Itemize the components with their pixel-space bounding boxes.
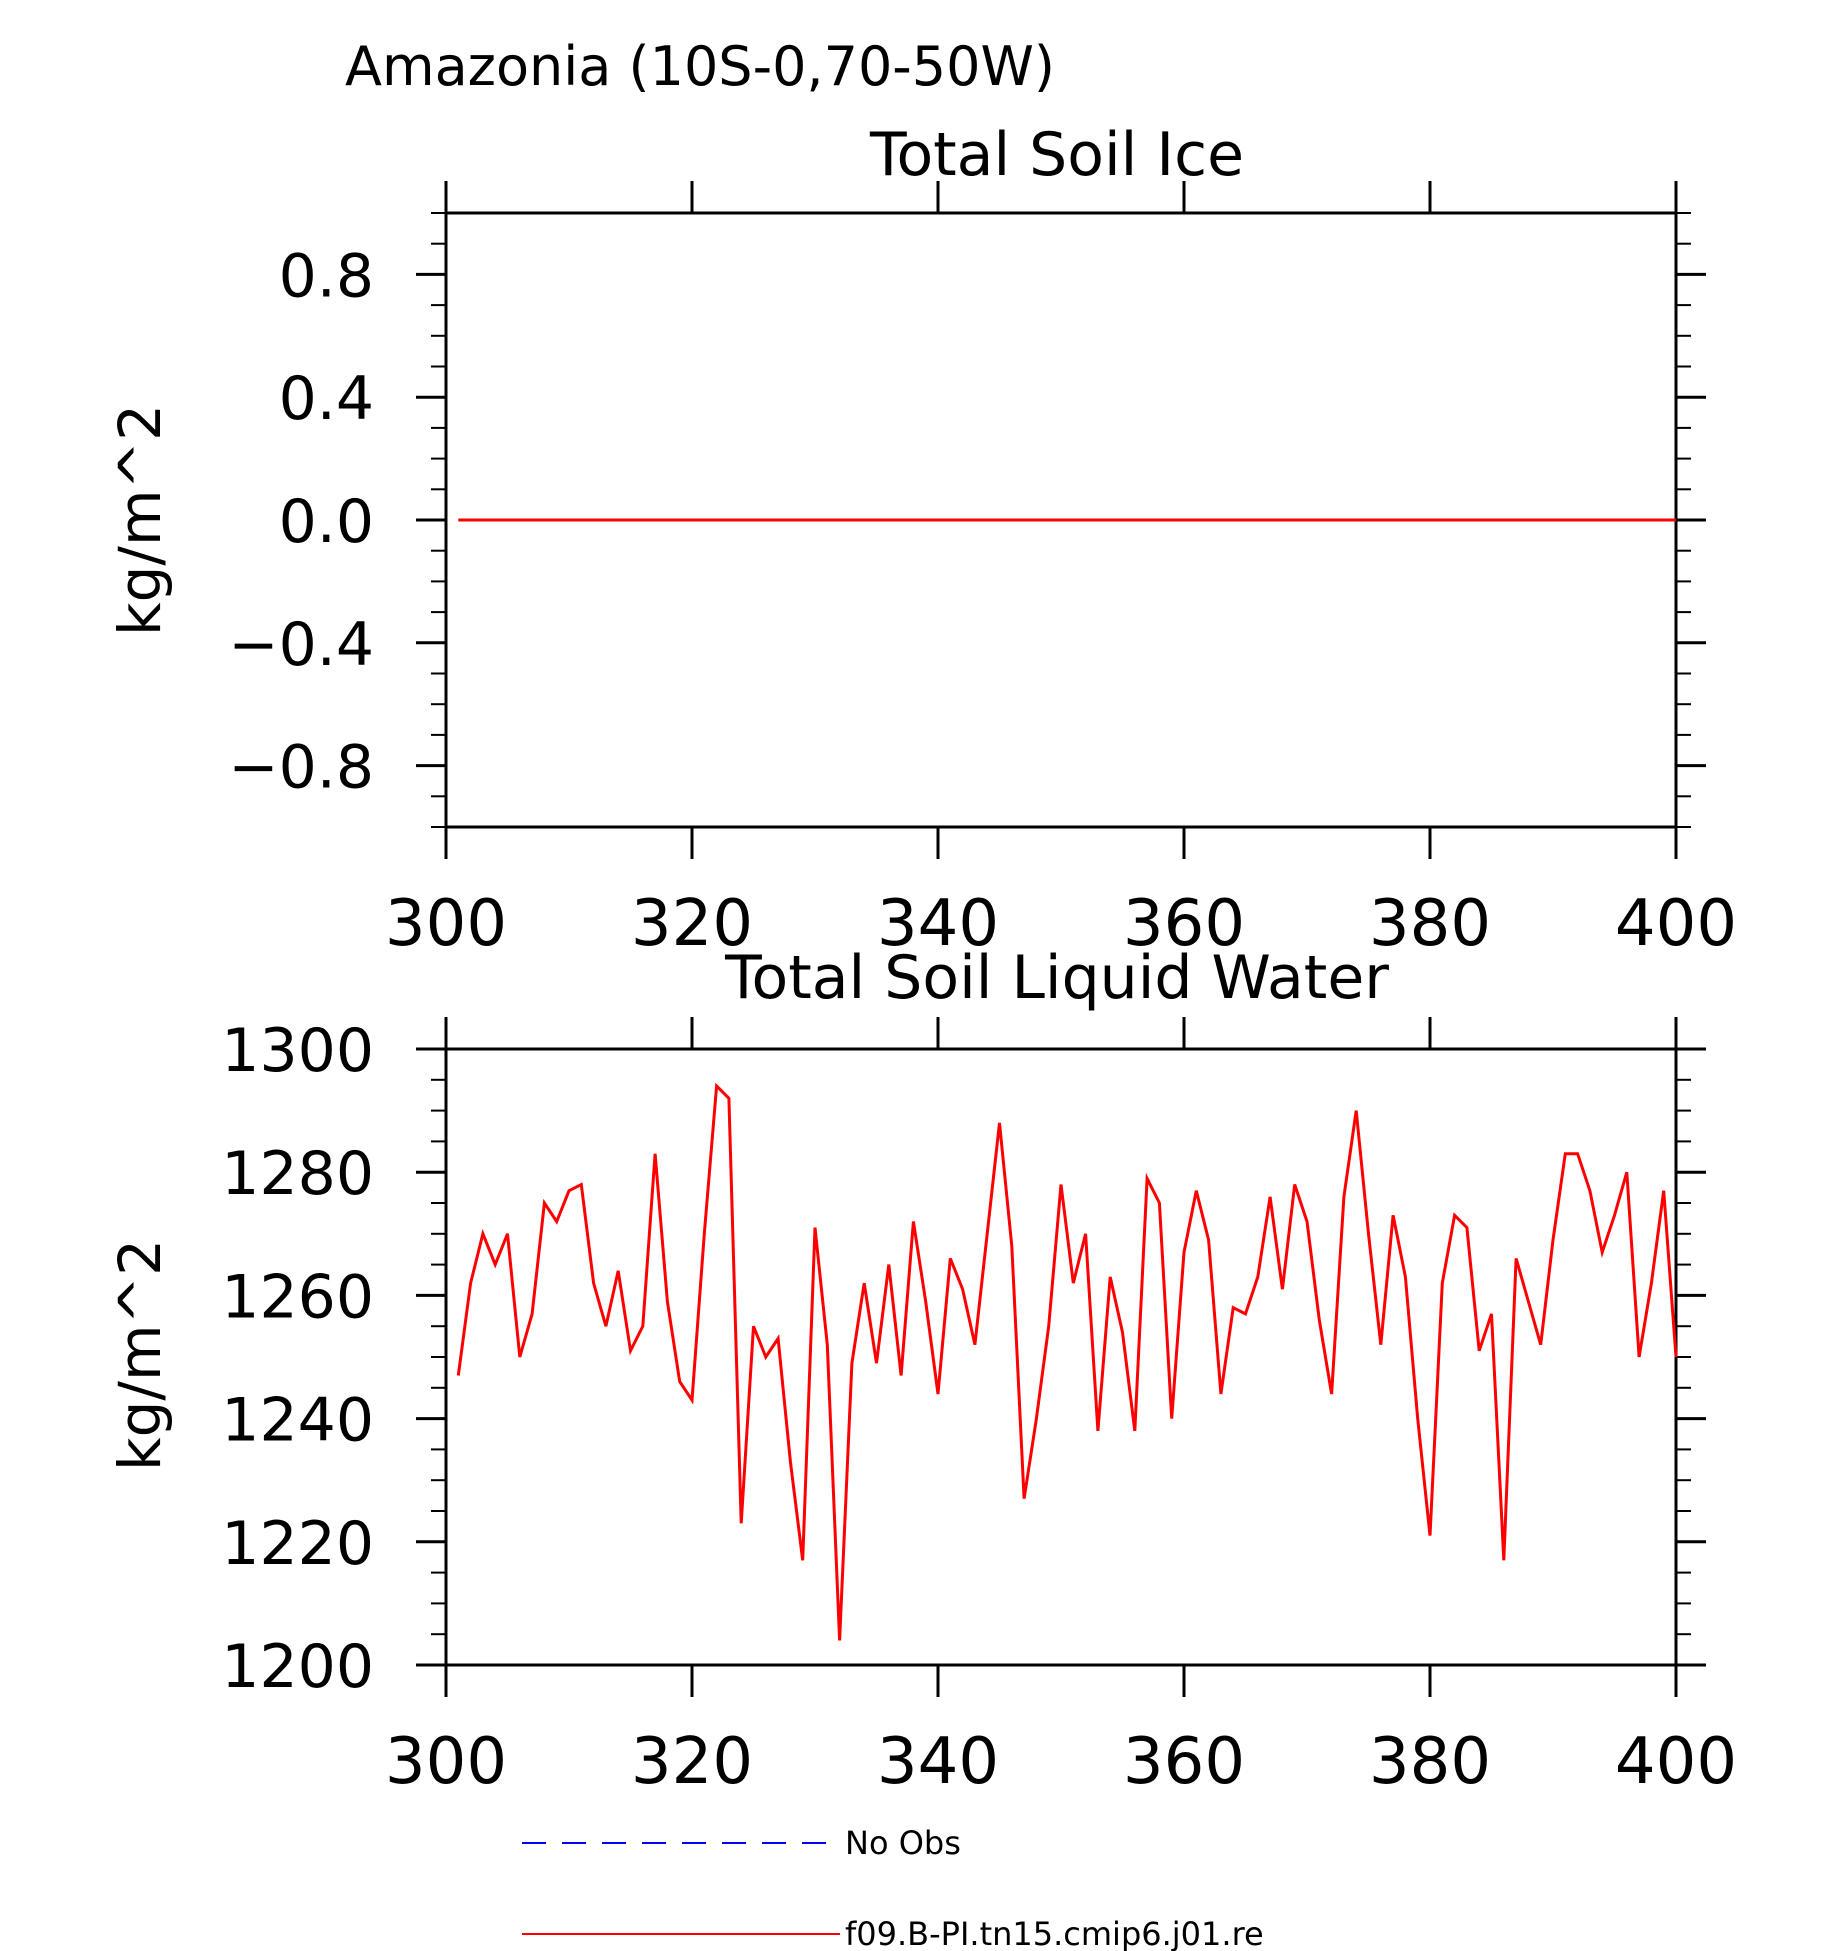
y-tick-label: −0.8 [228,733,374,803]
y-tick-label: 1300 [221,1016,374,1086]
x-tick-label: 340 [877,887,999,961]
x-tick-label: 300 [385,1725,507,1799]
y-tick-label: 1200 [221,1632,374,1702]
y-tick-label: 1280 [221,1139,374,1209]
x-tick-label: 300 [385,887,507,961]
series-line [456,1082,1678,1641]
legend-label-model: f09.B-PI.tn15.cmip6.j01.re [845,1915,1264,1951]
panel-total-soil-liquid-water: Total Soil Liquid Water kg/m^2 300 320 340… [106,943,1737,1799]
legend: No Obs f09.B-PI.tn15.cmip6.j01.re [522,1824,1264,1951]
y-tick-label: 0.8 [279,241,374,311]
x-tick-label: 320 [631,887,753,961]
y-tick-label: 1260 [221,1262,374,1332]
panel-title: Total Soil Ice [869,120,1244,190]
panel-title: Total Soil Liquid Water [724,943,1389,1013]
legend-label-no-obs: No Obs [845,1824,961,1862]
x-tick-label: 360 [1123,887,1245,961]
panel-total-soil-ice: Total Soil Ice kg/m^2 300 320 340 360 380 400… [106,120,1737,961]
plot-frame [444,1047,1678,1667]
x-tick-label: 380 [1369,1725,1491,1799]
x-tick-label: 380 [1369,887,1491,961]
plot-area: 300 320 340 360 380 400 1200 1220 1240 1260 1280 13… [221,1016,1737,1799]
y-tick-label: 0.0 [279,487,374,557]
x-tick-label: 320 [631,1725,753,1799]
y-axis-label: kg/m^2 [106,1239,174,1471]
y-tick-label: 1220 [221,1509,374,1579]
y-tick-label: −0.4 [228,610,374,680]
x-tick-label: 340 [877,1725,999,1799]
y-axis-label: kg/m^2 [106,404,174,636]
y-tick-label: 0.4 [279,364,374,434]
x-tick-label: 400 [1615,1725,1737,1799]
x-tick-label: 360 [1123,1725,1245,1799]
figure-title: Amazonia (10S-0,70-50W) [345,35,1055,98]
x-tick-label: 400 [1615,887,1737,961]
y-tick-label: 1240 [221,1386,374,1456]
plot-area: 300 320 340 360 380 400 −0.8 −0.4 0.0 0.4 0.8 [228,181,1737,961]
